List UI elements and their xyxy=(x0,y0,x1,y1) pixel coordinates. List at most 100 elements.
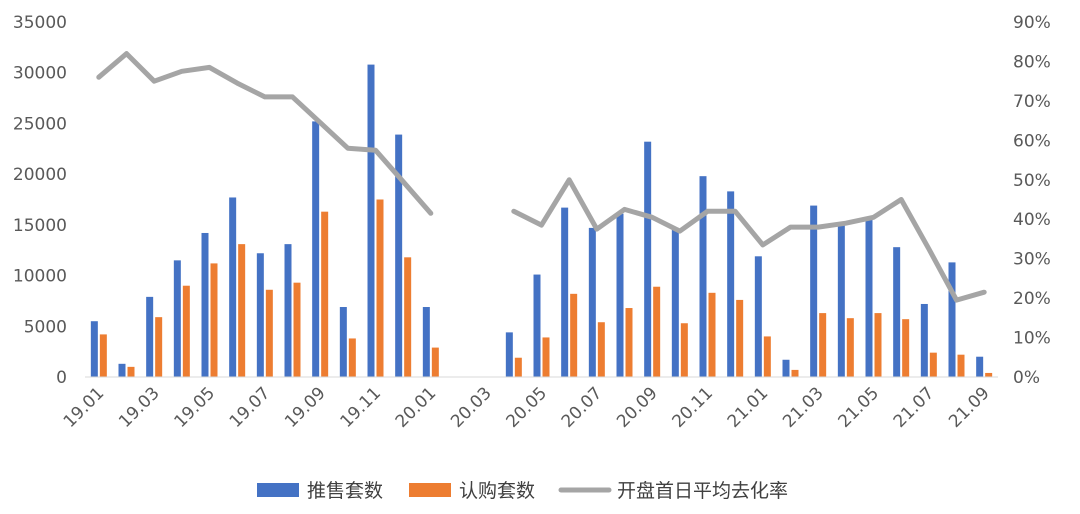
legend-label: 开盘首日平均去化率 xyxy=(617,480,788,502)
legend-bar-swatch xyxy=(409,483,451,497)
rate-line-segment xyxy=(96,51,434,216)
bar-supply xyxy=(395,134,403,377)
bar-subscription xyxy=(902,319,910,377)
bar-subscription xyxy=(985,372,993,377)
bar-subscription xyxy=(957,354,965,377)
left-tick-label: 25000 xyxy=(13,114,67,134)
left-axis-ticks: 0 5000 10000 15000 20000 25000 30000 35000 xyxy=(13,13,67,388)
bar-supply xyxy=(256,253,264,377)
bar-subscription xyxy=(293,282,301,377)
legend: 推售套数 认购套数 开盘首日平均去化率 xyxy=(257,480,788,502)
bar-subscription xyxy=(404,257,412,377)
right-tick-label: 90% xyxy=(1013,13,1051,33)
bar-supply xyxy=(229,197,237,377)
right-tick-label: 10% xyxy=(1013,329,1051,349)
x-tick-label: 19.11 xyxy=(336,383,385,432)
x-tick-label: 21.07 xyxy=(890,383,939,432)
bars xyxy=(90,64,993,378)
x-tick-label: 19.01 xyxy=(60,383,109,432)
left-tick-label: 35000 xyxy=(13,13,67,33)
x-axis-ticks: 19.01 19.03 19.05 19.07 19.09 19.11 20.01 20.03… xyxy=(60,383,994,432)
right-tick-label: 80% xyxy=(1013,52,1051,72)
bar-subscription xyxy=(127,366,135,377)
bar-supply xyxy=(671,227,679,377)
x-tick-label: 20.05 xyxy=(502,383,551,432)
x-tick-label: 20.07 xyxy=(558,383,607,432)
bar-supply xyxy=(118,363,126,377)
x-tick-label: 20.09 xyxy=(613,383,662,432)
left-tick-label: 30000 xyxy=(13,64,67,84)
rate-line xyxy=(96,51,987,303)
bar-supply xyxy=(173,260,181,377)
right-tick-label: 30% xyxy=(1013,250,1051,270)
bar-subscription xyxy=(708,292,716,377)
right-tick-label: 50% xyxy=(1013,171,1051,191)
bar-subscription xyxy=(210,263,218,377)
right-tick-label: 40% xyxy=(1013,210,1051,230)
bar-supply xyxy=(948,262,956,377)
bar-supply xyxy=(201,232,209,377)
bar-supply xyxy=(782,359,790,377)
x-tick-label: 21.05 xyxy=(834,383,883,432)
bar-subscription xyxy=(376,199,384,377)
rate-line-segment xyxy=(511,177,987,303)
bar-subscription xyxy=(99,334,107,377)
bar-subscription xyxy=(348,338,356,377)
bar-supply xyxy=(920,303,928,377)
x-tick-label: 20.03 xyxy=(447,383,496,432)
left-tick-label: 15000 xyxy=(13,216,67,236)
x-tick-label: 19.07 xyxy=(226,383,275,432)
bar-subscription xyxy=(625,308,633,377)
left-tick-label: 10000 xyxy=(13,267,67,287)
right-tick-label: 0% xyxy=(1013,368,1040,388)
right-tick-label: 70% xyxy=(1013,92,1051,112)
bar-subscription xyxy=(791,369,799,377)
bar-subscription xyxy=(597,322,605,377)
legend-label: 推售套数 xyxy=(307,480,383,502)
bar-supply xyxy=(284,244,292,377)
bar-subscription xyxy=(542,337,550,377)
legend-bar-swatch xyxy=(257,483,299,497)
x-tick-label: 21.01 xyxy=(724,383,773,432)
bar-supply xyxy=(810,205,818,377)
bar-supply xyxy=(893,247,901,377)
legend-label: 认购套数 xyxy=(459,480,535,502)
bar-supply xyxy=(588,227,596,377)
bar-subscription xyxy=(514,357,522,377)
bar-subscription xyxy=(846,318,854,377)
bar-subscription xyxy=(929,352,937,377)
x-tick-label: 19.09 xyxy=(281,383,330,432)
bar-supply xyxy=(367,64,375,377)
x-tick-label: 21.09 xyxy=(945,383,994,432)
x-tick-label: 19.05 xyxy=(170,383,219,432)
bar-supply xyxy=(312,121,320,378)
bar-supply xyxy=(505,332,513,377)
bar-supply xyxy=(699,176,707,377)
bar-supply xyxy=(422,307,430,377)
bar-subscription xyxy=(763,336,771,377)
bar-subscription xyxy=(155,317,163,377)
bar-subscription xyxy=(431,347,439,377)
bar-subscription xyxy=(265,289,273,377)
bar-subscription xyxy=(736,299,744,377)
bar-supply xyxy=(865,218,873,377)
right-tick-label: 60% xyxy=(1013,131,1051,151)
bar-supply xyxy=(339,307,347,377)
right-tick-label: 20% xyxy=(1013,289,1051,309)
bar-supply xyxy=(644,141,652,377)
bar-subscription xyxy=(238,244,246,377)
bar-supply xyxy=(561,207,569,377)
bar-subscription xyxy=(874,313,882,377)
bar-subscription xyxy=(182,285,190,377)
bar-supply xyxy=(727,191,735,377)
bar-supply xyxy=(146,296,154,377)
x-tick-label: 20.11 xyxy=(668,383,717,432)
bar-supply xyxy=(533,274,541,377)
left-tick-label: 5000 xyxy=(24,317,67,337)
x-tick-label: 19.03 xyxy=(115,383,164,432)
left-tick-label: 0 xyxy=(56,368,67,388)
bar-subscription xyxy=(680,323,688,377)
bar-supply xyxy=(837,224,845,377)
bar-subscription xyxy=(653,286,661,377)
